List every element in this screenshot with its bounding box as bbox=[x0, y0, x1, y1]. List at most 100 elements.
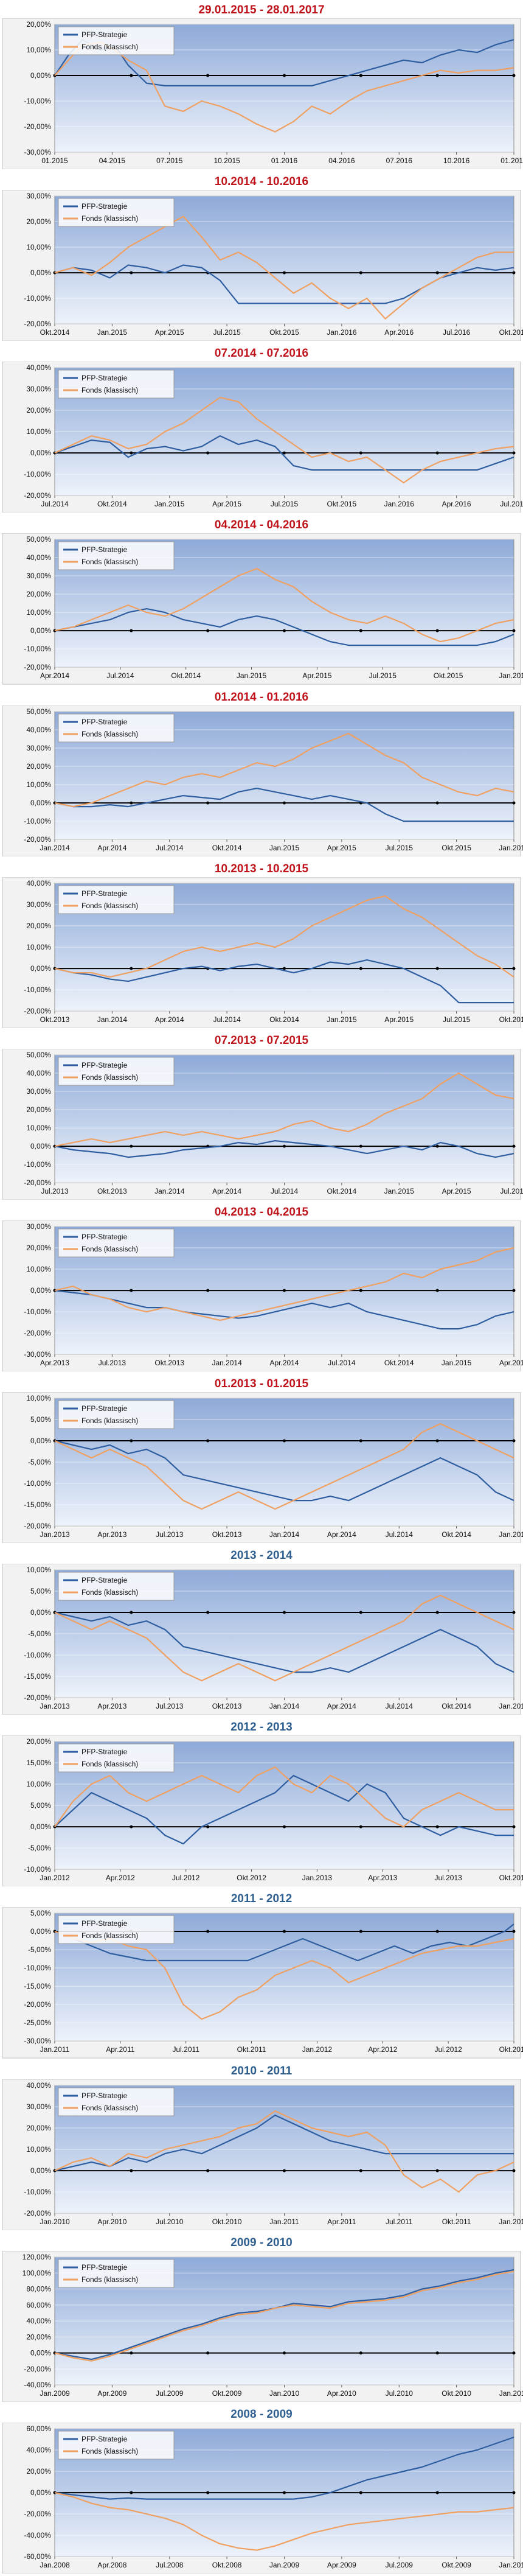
x-tick-label: Jul.2015 bbox=[500, 1187, 523, 1195]
x-tick-label: Jul.2015 bbox=[369, 672, 397, 681]
y-tick-label: 0,00% bbox=[30, 71, 51, 80]
chart-panel: 07.2013 - 07.2015 -20,00% -10,00% 0,00% 10,0… bbox=[0, 1031, 523, 1202]
zero-marker bbox=[512, 629, 516, 632]
y-tick-label: 0,00% bbox=[30, 268, 51, 277]
series-line-fonds-klassisch bbox=[54, 215, 514, 320]
x-tick-label: Jul.2015 bbox=[443, 1015, 471, 1024]
chart-svg: -20,00% -10,00% 0,00% 10,00% 20,00% 30,00% 40,… bbox=[2, 1048, 523, 1200]
y-tick-label: 20,00% bbox=[26, 2124, 51, 2132]
zero-marker bbox=[130, 2491, 133, 2494]
y-tick-label: 10,00% bbox=[26, 608, 51, 617]
y-tick-label: -20,00% bbox=[24, 491, 51, 500]
legend-label-fund: Fonds (klassisch) bbox=[81, 1073, 138, 1082]
legend-label-fund: Fonds (klassisch) bbox=[81, 2447, 138, 2455]
y-tick-label: 10,00% bbox=[26, 1394, 51, 1402]
zero-marker bbox=[512, 1289, 516, 1292]
chart-title: 2010 - 2011 bbox=[230, 2064, 293, 2077]
legend-box bbox=[58, 26, 175, 55]
zero-marker bbox=[130, 1289, 133, 1292]
series-line-pfp-strategie bbox=[54, 1289, 514, 1330]
y-tick-label: -20,00% bbox=[24, 2001, 51, 2009]
legend-box bbox=[58, 1057, 175, 1086]
x-tick-label: Apr.2010 bbox=[97, 2217, 126, 2226]
zero-marker bbox=[206, 1439, 210, 1443]
zero-marker bbox=[435, 967, 439, 970]
y-tick-label: 0,00% bbox=[30, 449, 51, 457]
chart-svg: -20,00% -10,00% 0,00% 10,00% 20,00% 30,00% 40,… bbox=[2, 877, 523, 1028]
chart-panel: 2008 - 2009 -60,00% -40,00% -20,00% 0,00% 20,… bbox=[0, 2404, 523, 2576]
series-line-fonds-klassisch bbox=[54, 568, 514, 643]
legend-label-fund: Fonds (klassisch) bbox=[81, 2275, 138, 2284]
chart-svg: -30,00% -20,00% -10,00% 0,00% 10,00% 20,00% 01… bbox=[2, 18, 523, 170]
chart-panel: 01.2013 - 01.2015 -20,00% -15,00% -10,00% -5… bbox=[0, 1374, 523, 1545]
chart-panel: 01.2014 - 01.2016 -20,00% -10,00% 0,00% 10,0… bbox=[0, 687, 523, 859]
x-tick-label: Jan.2014 bbox=[269, 1702, 300, 1710]
x-tick-label: Jul.2014 bbox=[271, 1187, 299, 1195]
zero-marker bbox=[512, 271, 516, 275]
series-line-fonds-klassisch bbox=[54, 2110, 514, 2193]
x-tick-label: Jan.2014 bbox=[212, 1359, 242, 1367]
legend-label-strategy: PFP-Strategie bbox=[81, 2435, 128, 2443]
x-tick-label: Jul.2013 bbox=[41, 1187, 69, 1195]
legend-label-fund: Fonds (klassisch) bbox=[81, 386, 138, 394]
y-tick-label: -20,00% bbox=[24, 1693, 51, 1702]
zero-marker bbox=[130, 1825, 133, 1829]
chart-panel: 07.2014 - 07.2016 -20,00% -10,00% 0,00% 10,0… bbox=[0, 343, 523, 515]
y-tick-label: 20,00% bbox=[26, 590, 51, 598]
x-tick-label: Okt.2010 bbox=[212, 2217, 242, 2226]
zero-marker bbox=[512, 801, 516, 805]
zero-marker bbox=[282, 1930, 286, 1933]
y-tick-label: 50,00% bbox=[26, 707, 51, 716]
y-tick-label: 40,00% bbox=[26, 553, 51, 562]
y-tick-label: 50,00% bbox=[26, 1051, 51, 1059]
zero-marker bbox=[130, 629, 133, 632]
y-tick-label: 0,00% bbox=[30, 799, 51, 807]
x-tick-label: Jan.2015 bbox=[269, 844, 300, 852]
zero-marker bbox=[435, 451, 439, 455]
y-tick-label: -20,00% bbox=[24, 1007, 51, 1015]
chart-panel: 29.01.2015 - 28.01.2017 -30,00% -20,00% -10… bbox=[0, 0, 523, 172]
x-tick-label: Jul.2013 bbox=[156, 1702, 184, 1710]
y-tick-label: 40,00% bbox=[26, 2317, 51, 2325]
zero-marker bbox=[435, 1289, 439, 1292]
chart-panel: 10.2013 - 10.2015 -20,00% -10,00% 0,00% 10,0… bbox=[0, 859, 523, 1031]
x-tick-label: Okt.2015 bbox=[327, 500, 357, 508]
zero-marker bbox=[435, 1930, 439, 1933]
y-tick-label: -10,00% bbox=[24, 1307, 51, 1316]
x-tick-label: Jul.2014 bbox=[213, 1015, 241, 1024]
legend-label-fund: Fonds (klassisch) bbox=[81, 901, 138, 910]
y-tick-label: -15,00% bbox=[24, 1672, 51, 1681]
legend-label-strategy: PFP-Strategie bbox=[81, 1576, 128, 1584]
y-tick-label: 30,00% bbox=[26, 192, 51, 200]
x-tick-label: Jan.2015 bbox=[97, 328, 128, 337]
zero-marker bbox=[282, 1611, 286, 1614]
x-tick-label: Jul.2014 bbox=[41, 500, 69, 508]
x-tick-label: Okt.2014 bbox=[97, 500, 127, 508]
y-tick-label: -5,00% bbox=[28, 1945, 51, 1954]
chart-svg: -20,00% -15,00% -10,00% -5,00% 0,00% 5,00% 10,… bbox=[2, 1564, 523, 1715]
series-line-fonds-klassisch bbox=[54, 2270, 514, 2362]
zero-marker bbox=[206, 1611, 210, 1614]
zero-marker bbox=[282, 1439, 286, 1443]
legend-label-fund: Fonds (klassisch) bbox=[81, 2104, 138, 2112]
zero-marker bbox=[130, 967, 133, 970]
legend-label-strategy: PFP-Strategie bbox=[81, 1404, 128, 1413]
series-line-pfp-strategie bbox=[54, 264, 514, 304]
y-tick-label: 120,00% bbox=[23, 2253, 52, 2261]
x-tick-label: Jul.2015 bbox=[386, 844, 414, 852]
chart-svg: -20,00% -10,00% 0,00% 10,00% 20,00% 30,00% Okt… bbox=[2, 190, 523, 341]
y-tick-label: -20,00% bbox=[24, 2209, 51, 2217]
y-tick-label: 20,00% bbox=[26, 406, 51, 415]
x-tick-label: Jan.2010 bbox=[40, 2217, 70, 2226]
series-line-fonds-klassisch bbox=[54, 2491, 514, 2551]
x-tick-label: Okt.2011 bbox=[237, 2046, 266, 2054]
y-tick-label: 30,00% bbox=[26, 385, 51, 393]
x-tick-label: Apr.2014 bbox=[327, 1702, 356, 1710]
y-tick-label: 20,00% bbox=[26, 2333, 51, 2341]
series-line-fonds-klassisch bbox=[54, 1595, 514, 1682]
x-tick-label: Okt.2012 bbox=[499, 2046, 523, 2054]
zero-marker bbox=[359, 2351, 362, 2354]
zero-marker bbox=[435, 1144, 439, 1148]
x-tick-label: Jul.2014 bbox=[156, 844, 184, 852]
x-tick-label: Jan.2012 bbox=[499, 2217, 523, 2226]
